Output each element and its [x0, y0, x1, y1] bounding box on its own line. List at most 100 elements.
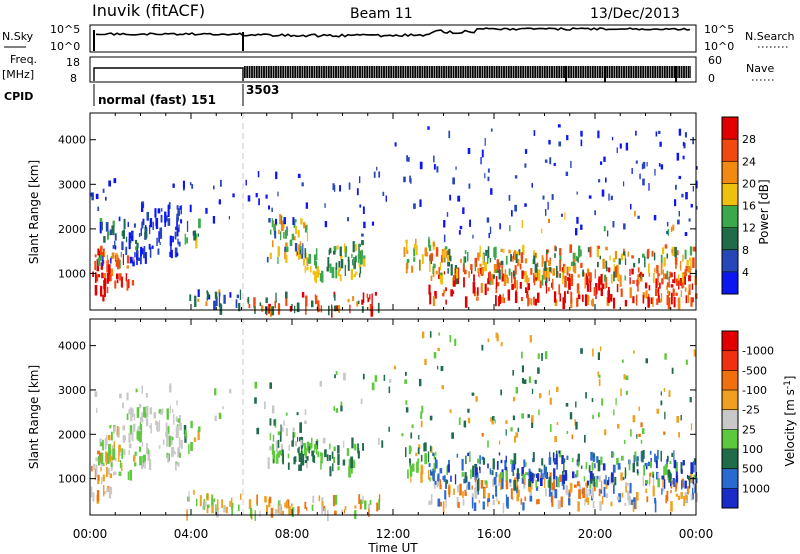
- range-gate-cell: [589, 272, 592, 282]
- range-gate-cell: [114, 245, 117, 250]
- range-gate-cell: [684, 249, 687, 260]
- range-gate-cell: [627, 251, 630, 257]
- range-gate-cell: [681, 480, 683, 490]
- range-gate-cell: [271, 405, 275, 414]
- range-gate-cell: [592, 452, 595, 458]
- range-gate-cell: [114, 233, 117, 241]
- range-gate-cell: [633, 455, 635, 465]
- range-gate-cell: [128, 449, 130, 455]
- range-gate-cell: [106, 260, 109, 273]
- range-gate-cell: [545, 209, 547, 216]
- range-gate-cell: [671, 367, 674, 374]
- colorbar-label: 12: [742, 222, 756, 235]
- range-gate-cell: [273, 456, 276, 464]
- range-gate-cell: [452, 277, 454, 287]
- range-gate-cell: [123, 449, 126, 456]
- range-gate-cell: [685, 295, 688, 304]
- range-gate-cell: [559, 293, 561, 302]
- range-gate-cell: [129, 425, 133, 435]
- range-gate-cell: [354, 244, 357, 252]
- range-gate-cell: [174, 226, 177, 231]
- range-gate-cell: [245, 179, 247, 186]
- range-gate-cell: [677, 250, 679, 256]
- range-gate-cell: [146, 211, 149, 221]
- range-gate-cell: [334, 374, 336, 379]
- range-gate-cell: [135, 388, 138, 393]
- range-gate-cell: [299, 254, 302, 259]
- range-gate-cell: [516, 468, 520, 474]
- range-gate-cell: [435, 451, 437, 456]
- range-gate-cell: [170, 435, 173, 445]
- freq-label-bottom: [MHz]: [2, 68, 34, 81]
- range-gate-cell: [636, 471, 639, 476]
- range-gate-cell: [170, 244, 172, 255]
- range-gate-cell: [189, 294, 192, 302]
- range-gate-cell: [415, 238, 417, 249]
- range-gate-cell: [665, 495, 667, 504]
- range-gate-cell: [582, 269, 585, 277]
- range-gate-cell: [565, 171, 569, 176]
- colorbar-swatch: [722, 488, 738, 509]
- range-gate-cell: [120, 251, 122, 258]
- range-gate-cell: [143, 406, 146, 418]
- range-gate-cell: [139, 456, 142, 466]
- range-gate-cell: [264, 496, 267, 503]
- range-gate-cell: [548, 139, 551, 145]
- range-gate-cell: [178, 241, 181, 247]
- range-gate-cell: [335, 371, 338, 375]
- range-gate-cell: [541, 255, 544, 267]
- range-gate-cell: [97, 257, 101, 266]
- range-gate-cell: [567, 267, 571, 272]
- range-gate-cell: [487, 338, 490, 343]
- range-gate-cell: [623, 374, 626, 380]
- range-gate-cell: [97, 248, 100, 256]
- range-gate-cell: [291, 233, 295, 241]
- range-gate-cell: [297, 507, 300, 515]
- range-gate-cell: [430, 253, 434, 261]
- range-gate-cell: [548, 267, 550, 278]
- range-gate-cell: [167, 218, 171, 226]
- range-gate-cell: [271, 306, 275, 316]
- colorbar-swatch: [722, 331, 738, 352]
- range-gate-cell: [444, 253, 446, 263]
- range-gate-cell: [555, 475, 558, 487]
- range-gate-cell: [529, 335, 532, 343]
- range-gate-cell: [514, 204, 517, 212]
- range-gate-cell: [186, 237, 188, 244]
- nsky-tick-high: 10^5: [50, 23, 80, 36]
- range-gate-cell: [688, 284, 691, 290]
- range-gate-cell: [437, 365, 439, 370]
- range-gate-cell: [337, 445, 340, 454]
- range-gate-cell: [102, 474, 105, 482]
- range-gate-cell: [519, 263, 522, 270]
- range-gate-cell: [95, 193, 99, 200]
- range-gate-cell: [297, 251, 299, 256]
- range-gate-cell: [562, 485, 565, 490]
- range-gate-cell: [469, 451, 471, 463]
- nsky-trace: [95, 27, 691, 38]
- range-gate-cell: [103, 236, 106, 243]
- range-gate-cell: [515, 386, 518, 394]
- range-gate-cell: [555, 246, 557, 252]
- range-gate-cell: [239, 289, 242, 300]
- range-gate-cell: [122, 229, 125, 239]
- range-gate-cell: [637, 274, 640, 285]
- range-gate-cell: [613, 271, 615, 282]
- range-gate-cell: [216, 499, 219, 511]
- range-gate-cell: [109, 454, 112, 463]
- range-gate-cell: [624, 299, 628, 307]
- range-gate-cell: [406, 249, 409, 254]
- range-gate-cell: [559, 254, 562, 261]
- range-gate-cell: [137, 426, 140, 431]
- range-gate-cell: [577, 274, 580, 278]
- range-gate-cell: [544, 351, 548, 359]
- range-gate-cell: [99, 222, 102, 234]
- range-gate-cell: [403, 247, 406, 257]
- y-tick-label: 3000: [58, 178, 86, 191]
- range-gate-cell: [472, 281, 476, 294]
- colorbar-swatch: [722, 370, 738, 391]
- range-gate-cell: [530, 268, 533, 275]
- range-gate-cell: [333, 250, 336, 255]
- range-gate-cell: [524, 163, 527, 168]
- range-gate-cell: [443, 271, 446, 275]
